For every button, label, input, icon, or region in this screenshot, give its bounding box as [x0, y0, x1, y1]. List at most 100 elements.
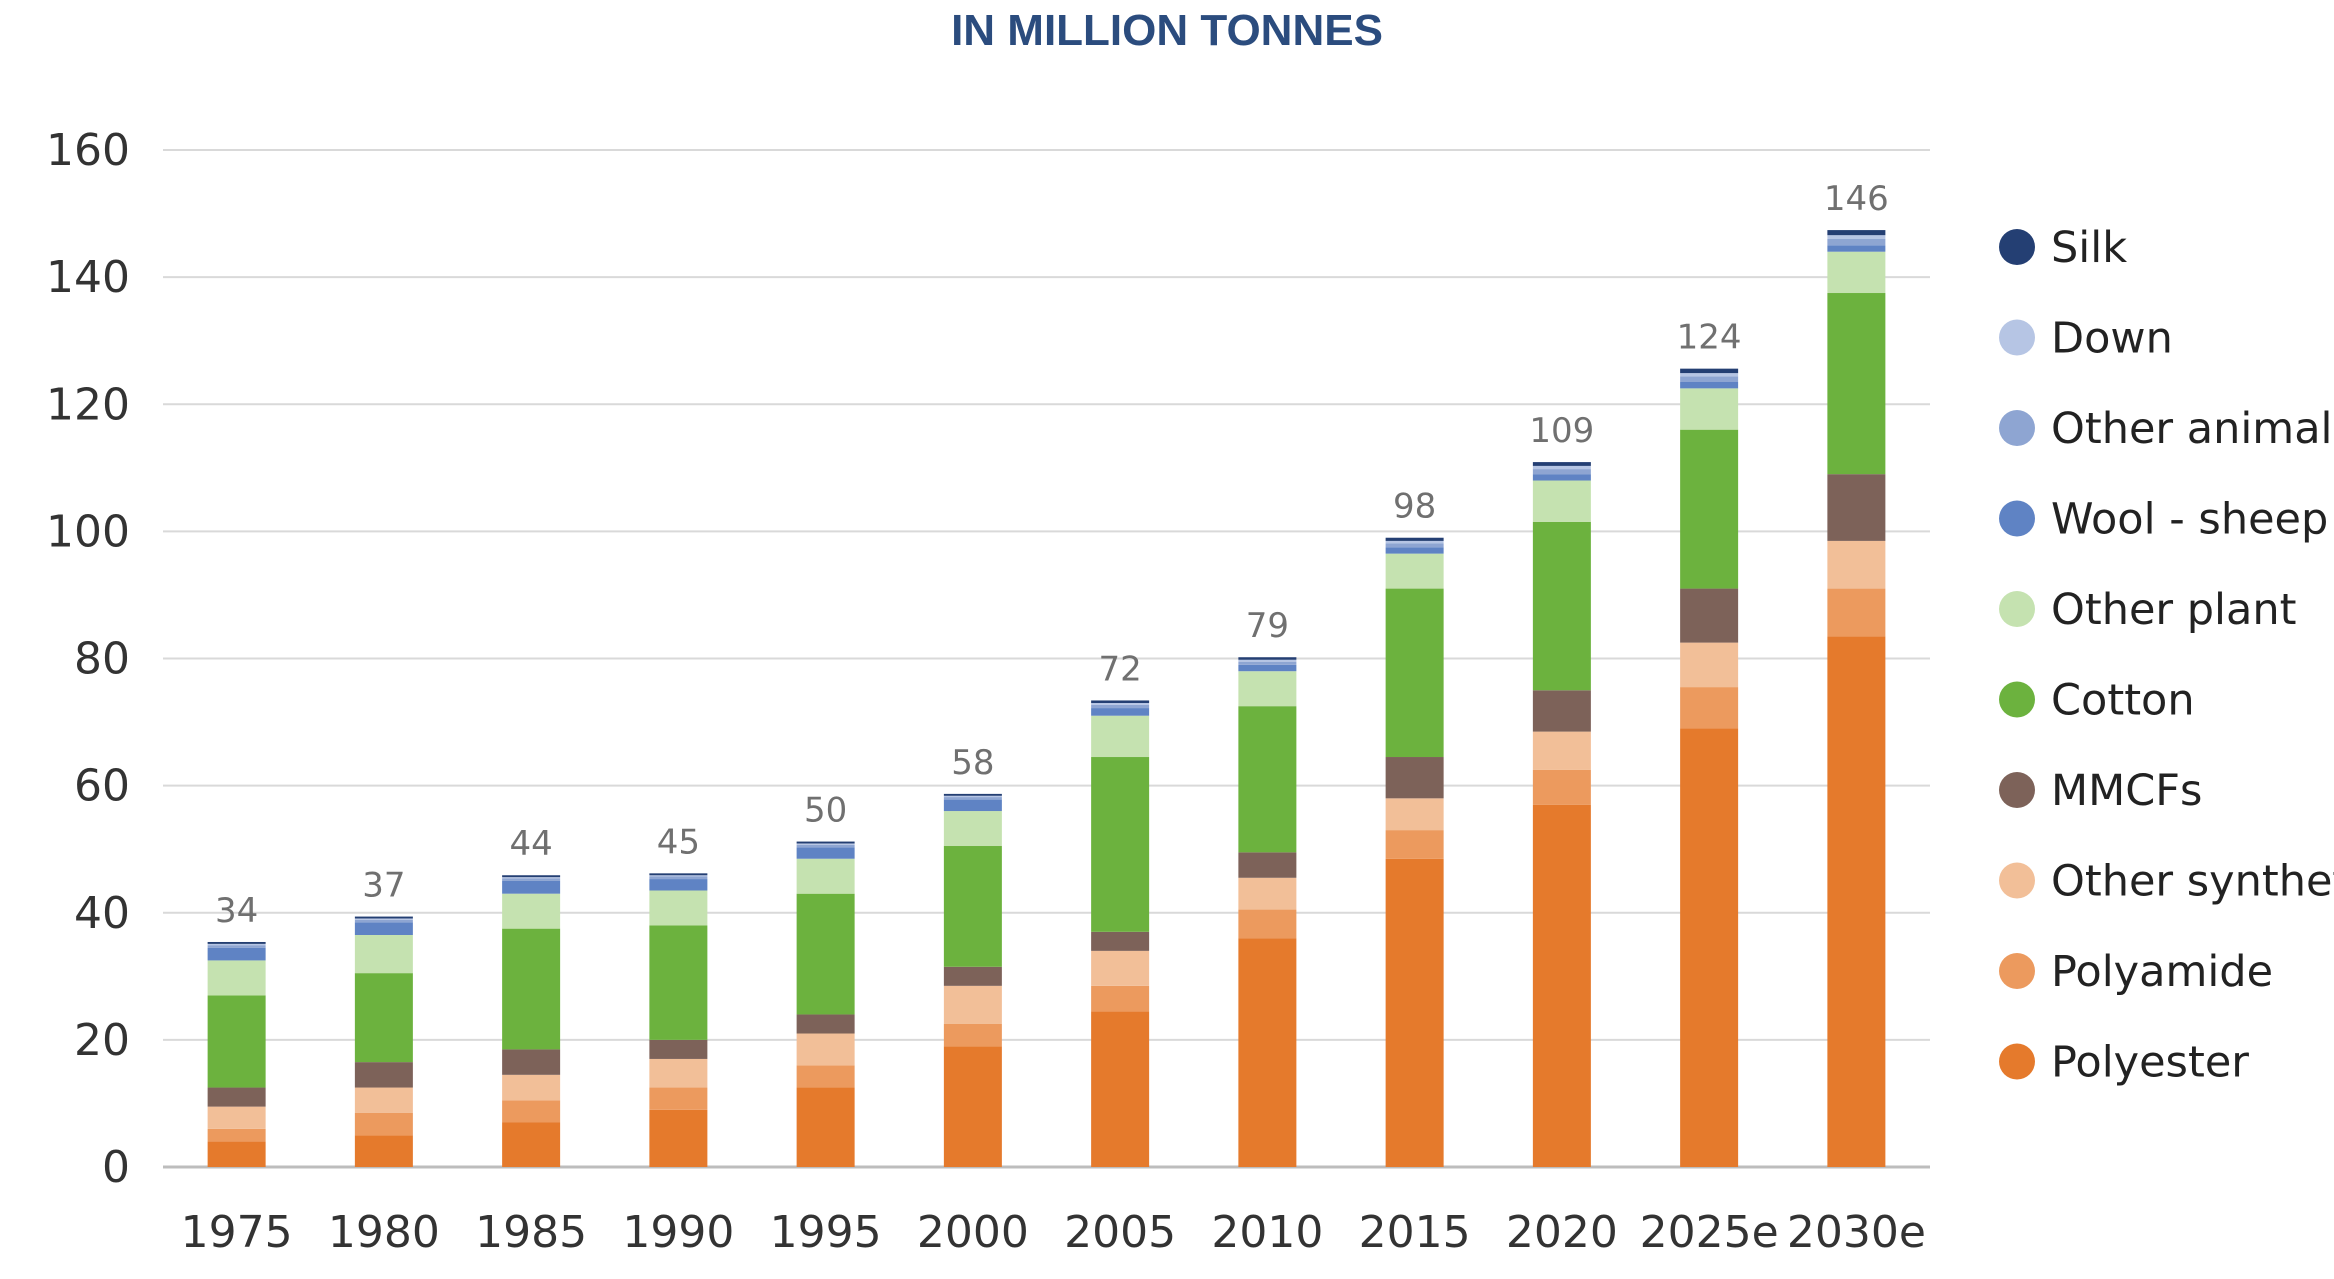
y-tick-label: 100	[46, 506, 130, 557]
bar-segment	[1680, 368, 1739, 374]
bar-segment	[796, 1033, 855, 1066]
bar-segment	[1238, 664, 1297, 672]
bar-segment	[1827, 235, 1886, 239]
bar-segment	[1532, 474, 1591, 481]
bar-segment	[1238, 938, 1297, 1167]
bar-segment	[1385, 798, 1444, 831]
bar-segment	[943, 985, 1002, 1024]
bar-segment	[502, 928, 561, 1050]
bar-segment	[796, 847, 855, 859]
bar-segment	[1827, 230, 1886, 236]
bar-segment	[943, 793, 1002, 796]
bar-segment	[1385, 858, 1444, 1167]
bar-segment	[1827, 251, 1886, 294]
bar-segment	[1827, 636, 1886, 1167]
bar-segment	[354, 1112, 413, 1136]
bar-segment	[943, 811, 1002, 847]
bar-segment	[207, 995, 266, 1088]
total-label: 45	[657, 822, 700, 862]
bar-segment	[796, 858, 855, 894]
bar-segment	[1680, 376, 1739, 383]
bar-segment	[1532, 462, 1591, 466]
bar-segment	[943, 797, 1002, 800]
x-tick-label: 2020	[1506, 1207, 1618, 1258]
x-tick-label: 2015	[1359, 1207, 1471, 1258]
x-tick-label: 1990	[622, 1207, 734, 1258]
bar-segment	[354, 916, 413, 919]
legend-marker	[1999, 229, 2035, 265]
bar-segment	[1238, 671, 1297, 707]
total-label: 37	[362, 866, 405, 906]
bar-segment	[649, 876, 708, 880]
bar-segment	[1238, 706, 1297, 853]
bar-segment	[1091, 700, 1150, 703]
x-tick-label: 2010	[1211, 1207, 1323, 1258]
bar-segment	[1091, 708, 1150, 716]
bar-segment	[796, 1087, 855, 1167]
bar-segment	[1827, 245, 1886, 252]
bar-segment	[1385, 830, 1444, 859]
x-tick-label: 1980	[328, 1207, 440, 1258]
bar-segment	[943, 846, 1002, 967]
bar-segment	[1238, 657, 1297, 660]
bar-segment	[1532, 465, 1591, 470]
bar-segment	[502, 878, 561, 881]
legend-label: Other synthetics	[2051, 857, 2334, 907]
bar-segment	[354, 973, 413, 1063]
total-label: 72	[1098, 649, 1141, 689]
bar-segment	[1680, 687, 1739, 729]
y-tick-label: 80	[74, 634, 130, 685]
y-tick-label: 0	[102, 1142, 130, 1193]
bar-segment	[1385, 553, 1444, 589]
bar-segment	[502, 893, 561, 929]
bar-segment	[1091, 931, 1150, 951]
bar-segment	[1680, 588, 1739, 643]
bar-segment	[1680, 373, 1739, 377]
bar-segment	[207, 941, 266, 944]
bar-segment	[943, 966, 1002, 986]
bar-segment	[943, 799, 1002, 812]
bar-segment	[1827, 588, 1886, 637]
bar-segment	[796, 1065, 855, 1088]
x-tick-label: 1985	[475, 1207, 587, 1258]
y-tick-label: 60	[74, 761, 130, 812]
bar-segment	[796, 841, 855, 844]
legend-label: Polyester	[2051, 1038, 2249, 1088]
legend-marker	[1999, 319, 2035, 356]
bar-segment	[1532, 469, 1591, 475]
bar-segment	[649, 879, 708, 891]
bar-segment	[796, 1014, 855, 1034]
bar-segment	[502, 1049, 561, 1075]
total-label: 79	[1246, 606, 1289, 646]
bar-segment	[502, 1074, 561, 1101]
bar-segment	[1238, 659, 1297, 662]
bar-segment	[1385, 540, 1444, 544]
bar-segment	[1532, 769, 1591, 805]
bar-segment	[1091, 715, 1150, 758]
legend-marker	[1999, 1043, 2035, 1080]
bar-segment	[649, 925, 708, 1040]
bar-segment	[796, 893, 855, 1015]
legend-label: Other plant	[2051, 585, 2296, 635]
bar-segment	[649, 890, 708, 926]
bar-segment	[354, 918, 413, 920]
legend-marker	[1999, 862, 2035, 899]
bar-segment	[943, 795, 1002, 798]
total-label: 44	[509, 824, 552, 864]
bar-segment	[1827, 293, 1886, 475]
bar-segment	[354, 1062, 413, 1088]
bar-segment	[1091, 702, 1150, 705]
bar-segment	[354, 934, 413, 974]
x-tick-label: 2030e	[1787, 1207, 1926, 1258]
bar-segment	[502, 877, 561, 879]
bar-segment	[1532, 690, 1591, 732]
bar-segment	[1385, 543, 1444, 548]
legend-label: Polyamide	[2051, 947, 2273, 997]
bar-segment	[502, 1100, 561, 1123]
bar-segment	[502, 875, 561, 878]
bar-segment	[207, 960, 266, 996]
x-tick-label: 2005	[1064, 1207, 1176, 1258]
bar-segment	[354, 919, 413, 923]
bar-segment	[207, 1106, 266, 1129]
